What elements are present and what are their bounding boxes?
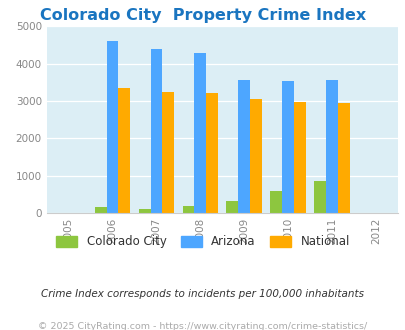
Bar (249, 99, 261, 213)
Bar (325, 80, 337, 213)
Bar (206, 93, 217, 213)
Bar (94, 207, 107, 213)
Bar (162, 92, 174, 213)
Bar (270, 191, 281, 213)
Text: © 2025 CityRating.com - https://www.cityrating.com/crime-statistics/: © 2025 CityRating.com - https://www.city… (38, 322, 367, 330)
Bar (194, 53, 206, 213)
Bar (293, 103, 305, 213)
Text: Colorado City  Property Crime Index: Colorado City Property Crime Index (40, 8, 365, 23)
Bar (313, 181, 325, 213)
Bar (337, 103, 349, 213)
Bar (238, 80, 249, 213)
Text: Crime Index corresponds to incidents per 100,000 inhabitants: Crime Index corresponds to incidents per… (41, 289, 364, 299)
Bar (281, 81, 293, 213)
Bar (118, 88, 130, 213)
Bar (107, 41, 118, 213)
Bar (139, 209, 150, 213)
Bar (226, 201, 238, 213)
Bar (182, 206, 194, 213)
Legend: Colorado City, Arizona, National: Colorado City, Arizona, National (51, 231, 354, 253)
Bar (150, 49, 162, 213)
